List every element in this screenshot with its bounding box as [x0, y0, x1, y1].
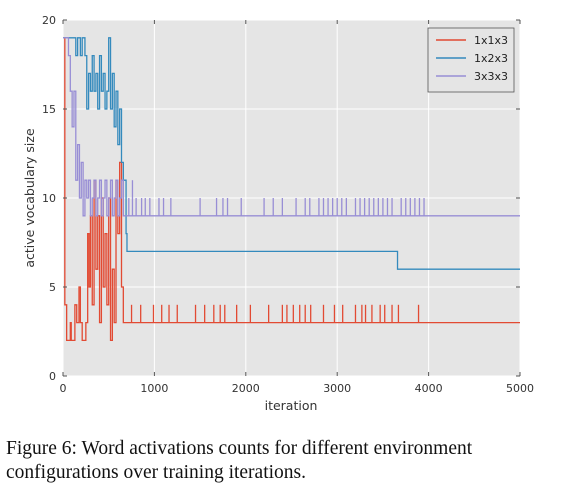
series-line	[63, 37, 520, 217]
x-tick-label: 4000	[415, 382, 443, 395]
y-tick-label: 0	[49, 370, 56, 383]
y-tick-label: 10	[42, 192, 56, 205]
y-tick-label: 20	[42, 14, 56, 27]
y-tick-label: 15	[42, 103, 56, 116]
x-tick-label: 1000	[140, 382, 168, 395]
figure-caption: Figure 6: Word activations counts for di…	[6, 438, 473, 483]
legend-label: 1x1x3	[474, 34, 508, 47]
series-3x3x3	[63, 37, 520, 217]
series-layer	[63, 37, 520, 342]
x-tick-label: 2000	[232, 382, 260, 395]
y-tick-label: 5	[49, 281, 56, 294]
y-axis-label: active vocabulary size	[22, 128, 37, 268]
x-tick-label: 3000	[323, 382, 351, 395]
axes: 0 1000 2000 3000 4000 5000 0 5 10 15 20	[42, 14, 534, 395]
legend-label: 3x3x3	[474, 70, 508, 83]
legend: 1x1x3 1x2x3 3x3x3	[427, 27, 515, 93]
x-tick-label: 0	[60, 382, 67, 395]
x-tick-label: 5000	[506, 382, 534, 395]
legend-label: 1x2x3	[474, 52, 508, 65]
series-1x2x3	[63, 37, 520, 270]
legend-box	[427, 27, 515, 93]
grid	[62, 19, 521, 377]
series-line	[63, 37, 520, 270]
x-axis-label: iteration	[265, 398, 318, 413]
